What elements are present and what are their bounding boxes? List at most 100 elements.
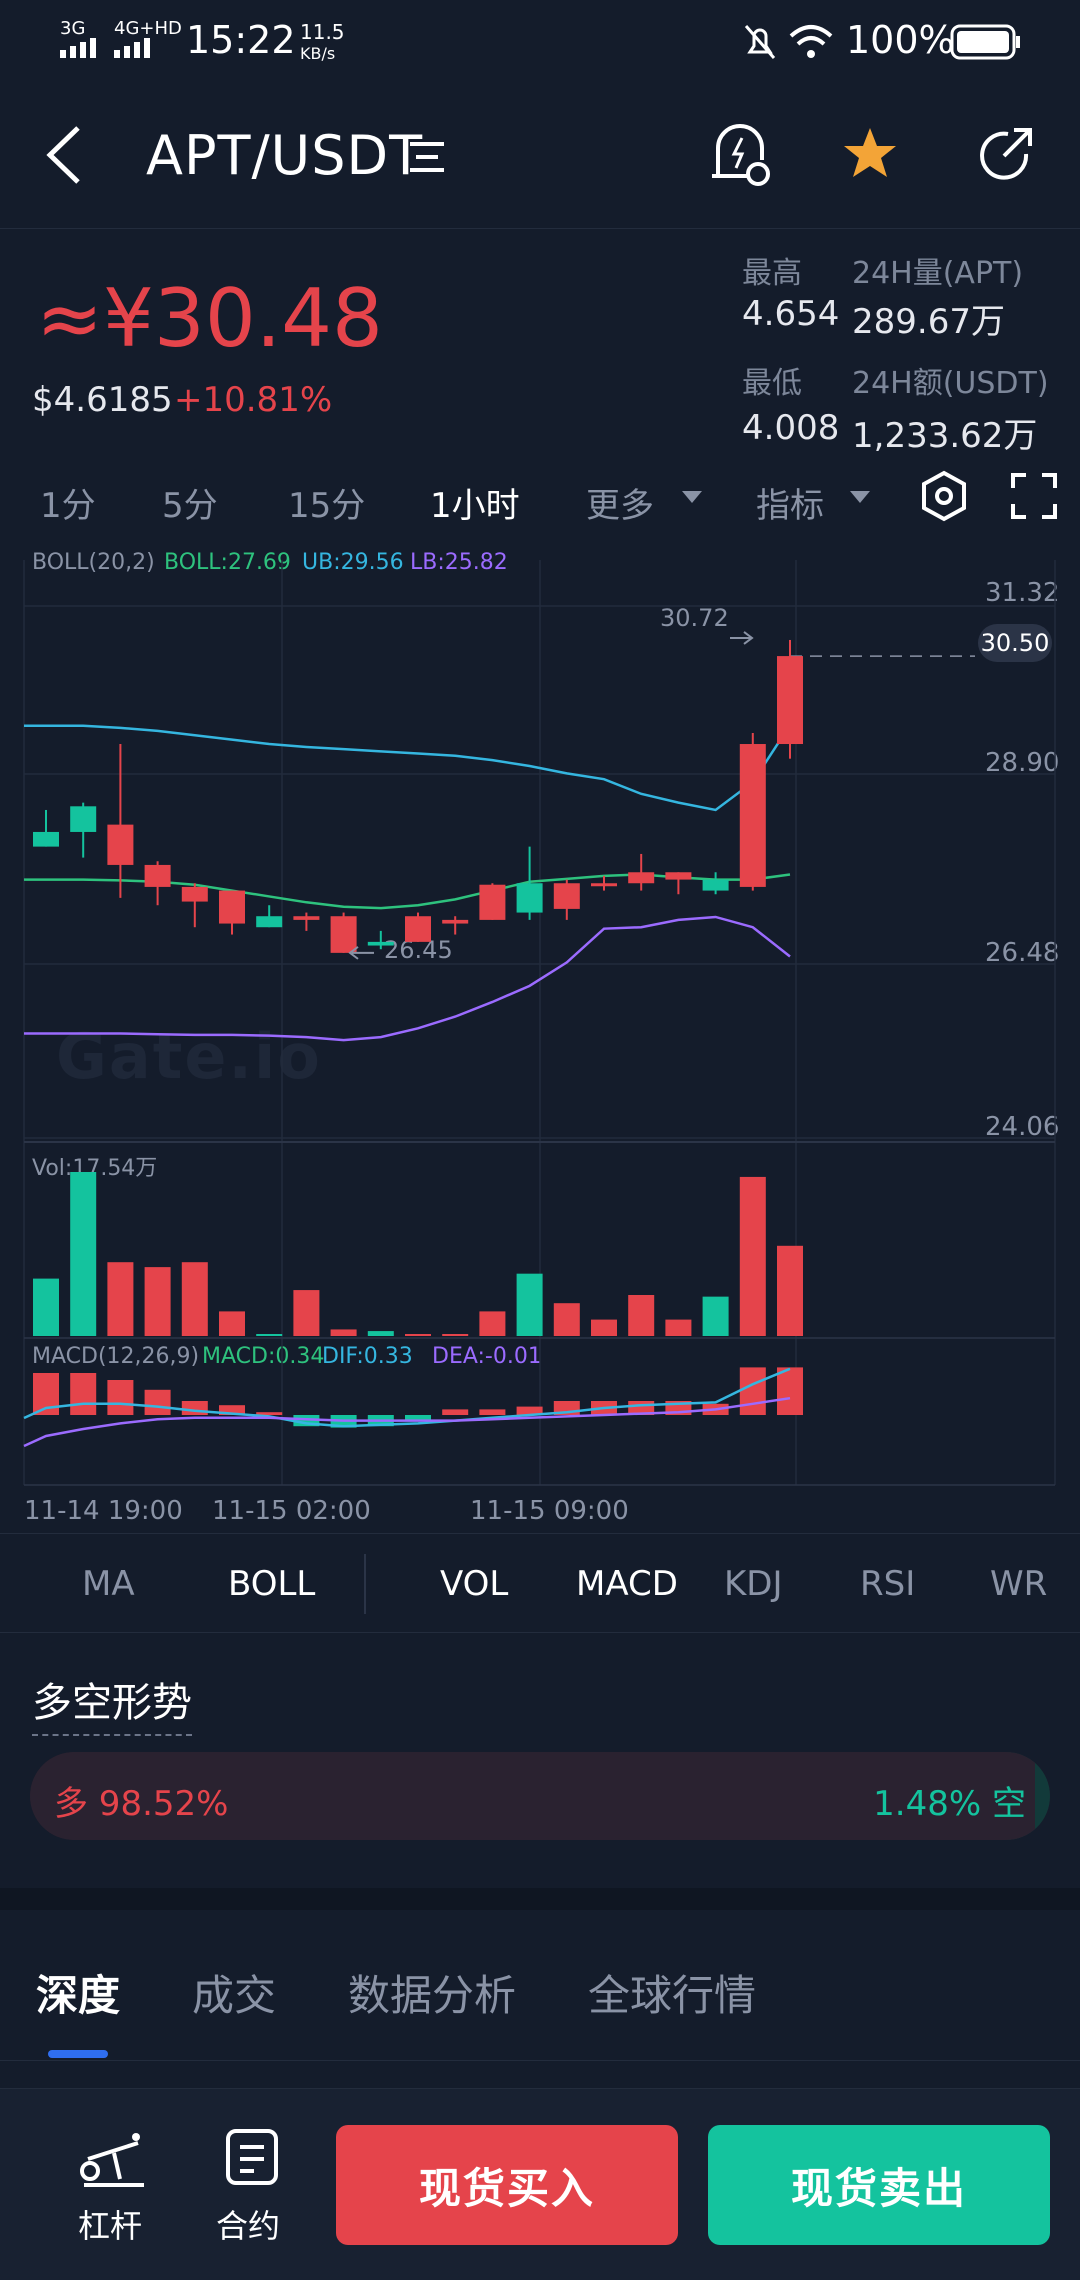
candle-body-7 [293, 916, 320, 920]
chart-grid [23, 560, 1056, 1486]
vol-label: 24H量(APT) [852, 256, 1024, 291]
detail-tabs: 深度 成交 数据分析 全球行情 [0, 1888, 1080, 2088]
ind-macd[interactable]: MACD [576, 1564, 678, 1604]
indicator-row: MA BOLL VOL MACD KDJ RSI WR [0, 1533, 1080, 1633]
y-tick-3: 26.48 [985, 938, 1060, 968]
menu-lines-icon[interactable] [408, 140, 448, 180]
watermark: Gate.io [56, 1020, 322, 1093]
leverage-label[interactable]: 杠杆 [78, 2207, 143, 2245]
macd-bar-1 [70, 1373, 97, 1415]
vol-value: 289.67万 [852, 302, 1005, 342]
volume-bar-16 [628, 1295, 655, 1336]
candle-body-12 [479, 884, 506, 920]
ind-rsi[interactable]: RSI [860, 1564, 916, 1604]
sentiment-long: 多 98.52% [54, 1784, 229, 1824]
high-marker: 30.72 [660, 604, 729, 632]
contract-icon[interactable] [224, 2127, 280, 2191]
dea-value: DEA:-0.01 [432, 1344, 542, 1369]
battery-icon [950, 24, 1022, 64]
macd-bar-19 [739, 1367, 766, 1415]
clock: 15:22 [186, 18, 296, 62]
signal-icon [60, 38, 104, 62]
candle-body-17 [665, 872, 692, 880]
spot-buy-button[interactable]: 现货买入 [336, 2125, 678, 2245]
boll-mid-line [24, 873, 791, 910]
boll-lb: LB:25.82 [410, 550, 508, 575]
sentiment-title[interactable]: 多空形势 [32, 1670, 192, 1736]
battery-percent: 100% [846, 18, 955, 62]
candle-body-10 [405, 916, 431, 942]
mute-bell-icon [742, 22, 778, 66]
macd-indicator-label: MACD(12,26,9) [32, 1344, 200, 1369]
chart-settings-icon[interactable] [918, 470, 970, 526]
fullscreen-icon[interactable] [1010, 472, 1058, 524]
tf-15m[interactable]: 15分 [288, 486, 366, 526]
sentiment-long-fill [30, 1752, 1035, 1840]
tab-global[interactable]: 全球行情 [588, 1971, 757, 2020]
sentiment-short: 1.48% 空 [873, 1784, 1026, 1824]
y-tick-4: 24.06 [985, 1112, 1060, 1142]
back-icon[interactable] [40, 120, 90, 194]
boll-mid: BOLL:27.69 [164, 550, 291, 575]
spot-sell-button[interactable]: 现货卖出 [708, 2125, 1050, 2245]
macd-bar-3 [144, 1389, 171, 1415]
volume-bar-19 [739, 1176, 766, 1336]
x-tick-3: 11-15 09:00 [470, 1496, 629, 1526]
dif-line [23, 1367, 791, 1428]
candle-body-6 [256, 916, 283, 928]
macd-bar-20 [777, 1367, 803, 1415]
macd-bar-5 [219, 1405, 245, 1415]
candle-body-3 [144, 864, 171, 887]
volume-bar-15 [591, 1319, 617, 1336]
tabs-divider [0, 2060, 1080, 2061]
candle-body-9 [367, 941, 394, 946]
macd-bar-10 [405, 1415, 431, 1421]
section-divider [0, 1888, 1080, 1910]
volume-bar-13 [516, 1273, 543, 1336]
candle-body-11 [442, 919, 469, 924]
candles [33, 631, 803, 960]
low-value: 4.008 [742, 408, 840, 448]
pair-title[interactable]: APT/USDT [146, 124, 424, 187]
tab-active-indicator [48, 2050, 108, 2058]
net-speed-unit: KB/s [300, 44, 336, 63]
indicator-dropdown-icon[interactable] [850, 490, 870, 509]
leverage-icon[interactable] [78, 2129, 148, 2193]
bottom-bar: 杠杆 合约 现货买入 现货卖出 [0, 2088, 1080, 2280]
macd-bar-11 [442, 1409, 469, 1415]
tf-more[interactable]: 更多 [586, 486, 654, 526]
tf-5m[interactable]: 5分 [162, 486, 218, 526]
amt-label: 24H额(USDT) [852, 366, 1049, 401]
volume-bar-4 [181, 1262, 208, 1336]
price-change: +10.81% [174, 380, 333, 420]
contract-label[interactable]: 合约 [216, 2207, 281, 2245]
share-icon[interactable] [974, 124, 1038, 192]
tab-analysis[interactable]: 数据分析 [348, 1971, 517, 2020]
macd-bar-6 [256, 1412, 283, 1415]
macd-bar-2 [107, 1380, 134, 1415]
volume-bar-18 [702, 1296, 729, 1336]
status-bar: 3G 4G+HD 15:22 11.5 KB/s 100% [0, 0, 1080, 84]
candle-body-14 [553, 883, 580, 909]
tf-indicator[interactable]: 指标 [756, 486, 824, 526]
kline-chart[interactable] [0, 540, 1080, 1490]
ind-ma[interactable]: MA [82, 1564, 135, 1604]
ind-vol[interactable]: VOL [440, 1564, 509, 1604]
ind-kdj[interactable]: KDJ [724, 1564, 783, 1604]
high-arrow-icon [730, 631, 754, 645]
more-dropdown-icon[interactable] [682, 490, 702, 509]
tab-depth[interactable]: 深度 [36, 1971, 121, 2020]
volume-bar-7 [293, 1290, 320, 1336]
candle-body-19 [739, 744, 766, 887]
tf-1h[interactable]: 1小时 [430, 486, 520, 526]
macd-bar-12 [479, 1409, 506, 1415]
ind-wr[interactable]: WR [990, 1564, 1048, 1604]
tf-1m[interactable]: 1分 [40, 486, 96, 526]
ind-boll[interactable]: BOLL [228, 1564, 316, 1604]
tab-trades[interactable]: 成交 [192, 1971, 277, 2020]
y-tick-1: 31.32 [985, 578, 1060, 608]
price-alert-icon[interactable] [710, 120, 774, 194]
star-icon[interactable] [840, 124, 900, 188]
volume-bar-5 [219, 1311, 245, 1336]
macd-lines [23, 1367, 791, 1448]
